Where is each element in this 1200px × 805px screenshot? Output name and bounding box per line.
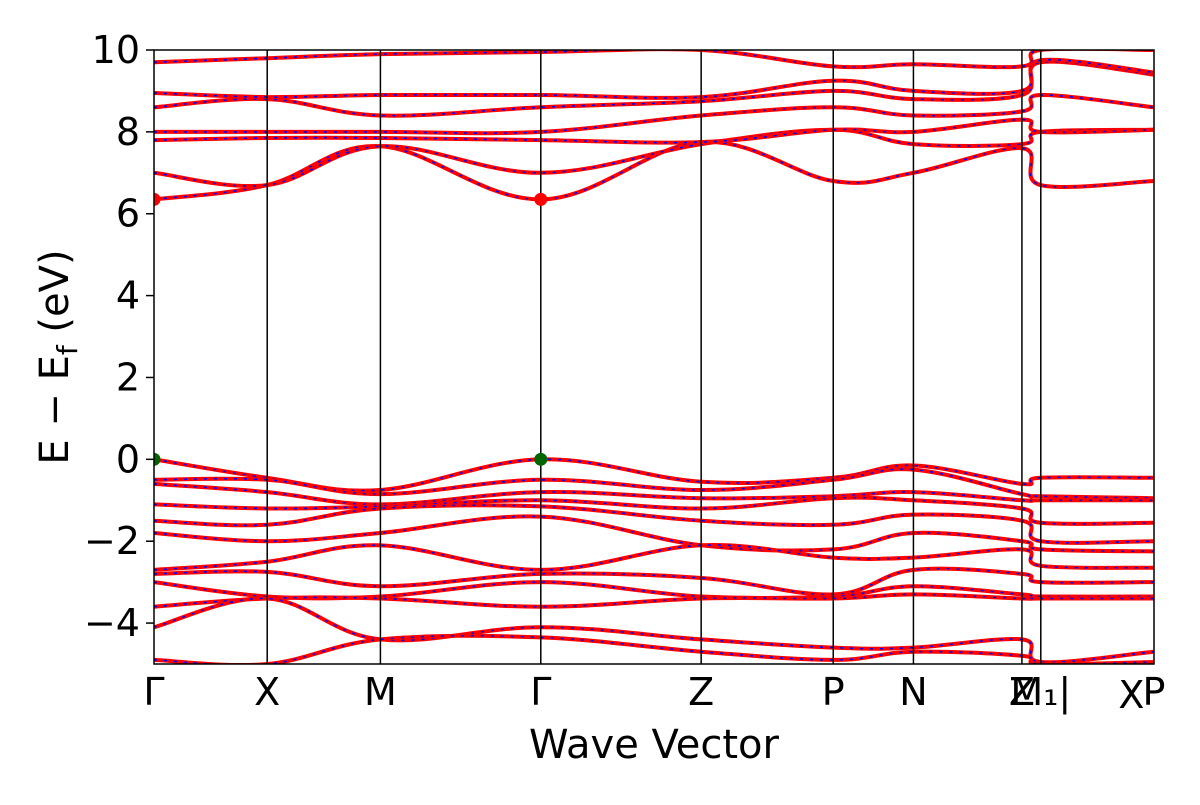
band-line-overlay-16: [154, 60, 1154, 117]
band-line-overlay-2: [154, 483, 1154, 506]
x-tick-label-5: P: [822, 670, 845, 714]
band-line-overlay-13: [154, 128, 1154, 187]
band-line-overlay-17: [154, 58, 1154, 99]
vbm-marker-2: [154, 452, 161, 466]
x-tick-label-7: Z: [1009, 670, 1035, 714]
band-line-6: [154, 543, 1154, 572]
x-tick-label-0: Γ: [143, 670, 164, 714]
y-axis-label-main: E − E: [32, 355, 78, 465]
kpoint-lines-layer: [266, 50, 1042, 664]
x-tick-label-3: Γ: [530, 670, 551, 714]
band-line-18: [154, 50, 1154, 70]
band-line-overlay-5: [154, 515, 1154, 553]
vbm-marker-3: [534, 452, 548, 466]
y-tick-label-1: −2: [84, 519, 140, 563]
y-tick-label-2: 0: [116, 437, 140, 481]
band-line-overlay-3: [154, 496, 1154, 525]
y-axis-label: E − Ef (eV): [32, 249, 84, 464]
bands-layer: [154, 50, 1154, 664]
y-tick-label-6: 8: [116, 110, 140, 154]
y-ticks-layer: −4 −2 0 2 4 6 8 10: [84, 28, 154, 645]
band-line-overlay-9: [154, 593, 1154, 608]
y-axis-label-unit: (eV): [32, 249, 78, 345]
band-line-overlay-15: [154, 94, 1154, 134]
y-tick-label-0: −4: [84, 601, 140, 645]
x-tick-label-8: M₁|: [1010, 670, 1071, 715]
x-ticks-layer: Γ X M Γ Z P N ZM₁| PX: [143, 670, 1165, 717]
y-tick-label-3: 2: [116, 355, 140, 399]
band-line-12: [154, 140, 1154, 202]
x-axis-label: Wave Vector: [529, 722, 780, 768]
band-line-overlay-1: [154, 468, 1154, 499]
plot-frame: [153, 49, 1155, 665]
x-tick-label-1: X: [254, 670, 280, 714]
x-tick-label-4: Z: [688, 670, 714, 714]
cbm-marker-1: [534, 192, 548, 206]
y-axis-label-subscript: f: [51, 344, 84, 355]
y-tick-label-4: 4: [116, 274, 140, 318]
y-tick-label-5: 6: [116, 192, 140, 236]
x-tick-label-9: P: [1143, 670, 1166, 714]
extrema-markers-layer: [154, 192, 548, 466]
x-tick-label-2: M: [364, 670, 397, 714]
band-line-overlay-11: [154, 634, 1154, 664]
band-line-overlay-7: [154, 567, 1154, 596]
x-tick-label-extra: X: [1118, 673, 1144, 717]
y-tick-label-7: 10: [92, 28, 140, 72]
band-line-overlay-4: [154, 504, 1154, 544]
band-line-overlay-12: [154, 141, 1154, 201]
band-line-overlay-10: [154, 597, 1154, 664]
band-line-overlay-14: [154, 118, 1154, 144]
x-tick-label-6: N: [899, 670, 927, 714]
cbm-marker-0: [154, 192, 161, 206]
band-line-16: [154, 59, 1154, 118]
band-line-overlay-18: [154, 50, 1154, 68]
